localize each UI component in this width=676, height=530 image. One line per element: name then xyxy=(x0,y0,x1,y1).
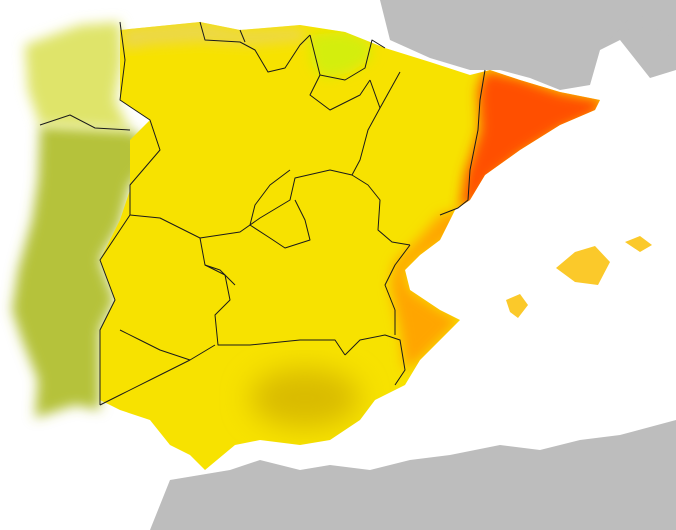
valencia-region xyxy=(390,205,475,370)
spain-mainland xyxy=(100,22,600,470)
ibiza xyxy=(506,294,528,318)
basque-cantabria-region xyxy=(120,22,310,50)
andalusia-hotspot xyxy=(250,368,360,428)
navarre-region xyxy=(310,32,372,78)
region-borders xyxy=(39,21,486,406)
menorca xyxy=(625,236,652,252)
africa-land xyxy=(150,420,676,530)
portugal-south xyxy=(12,125,160,418)
mallorca xyxy=(556,246,610,285)
portugal-north xyxy=(25,22,130,130)
italy-land xyxy=(600,12,676,50)
france-land xyxy=(380,0,676,90)
catalonia-region xyxy=(460,70,600,210)
